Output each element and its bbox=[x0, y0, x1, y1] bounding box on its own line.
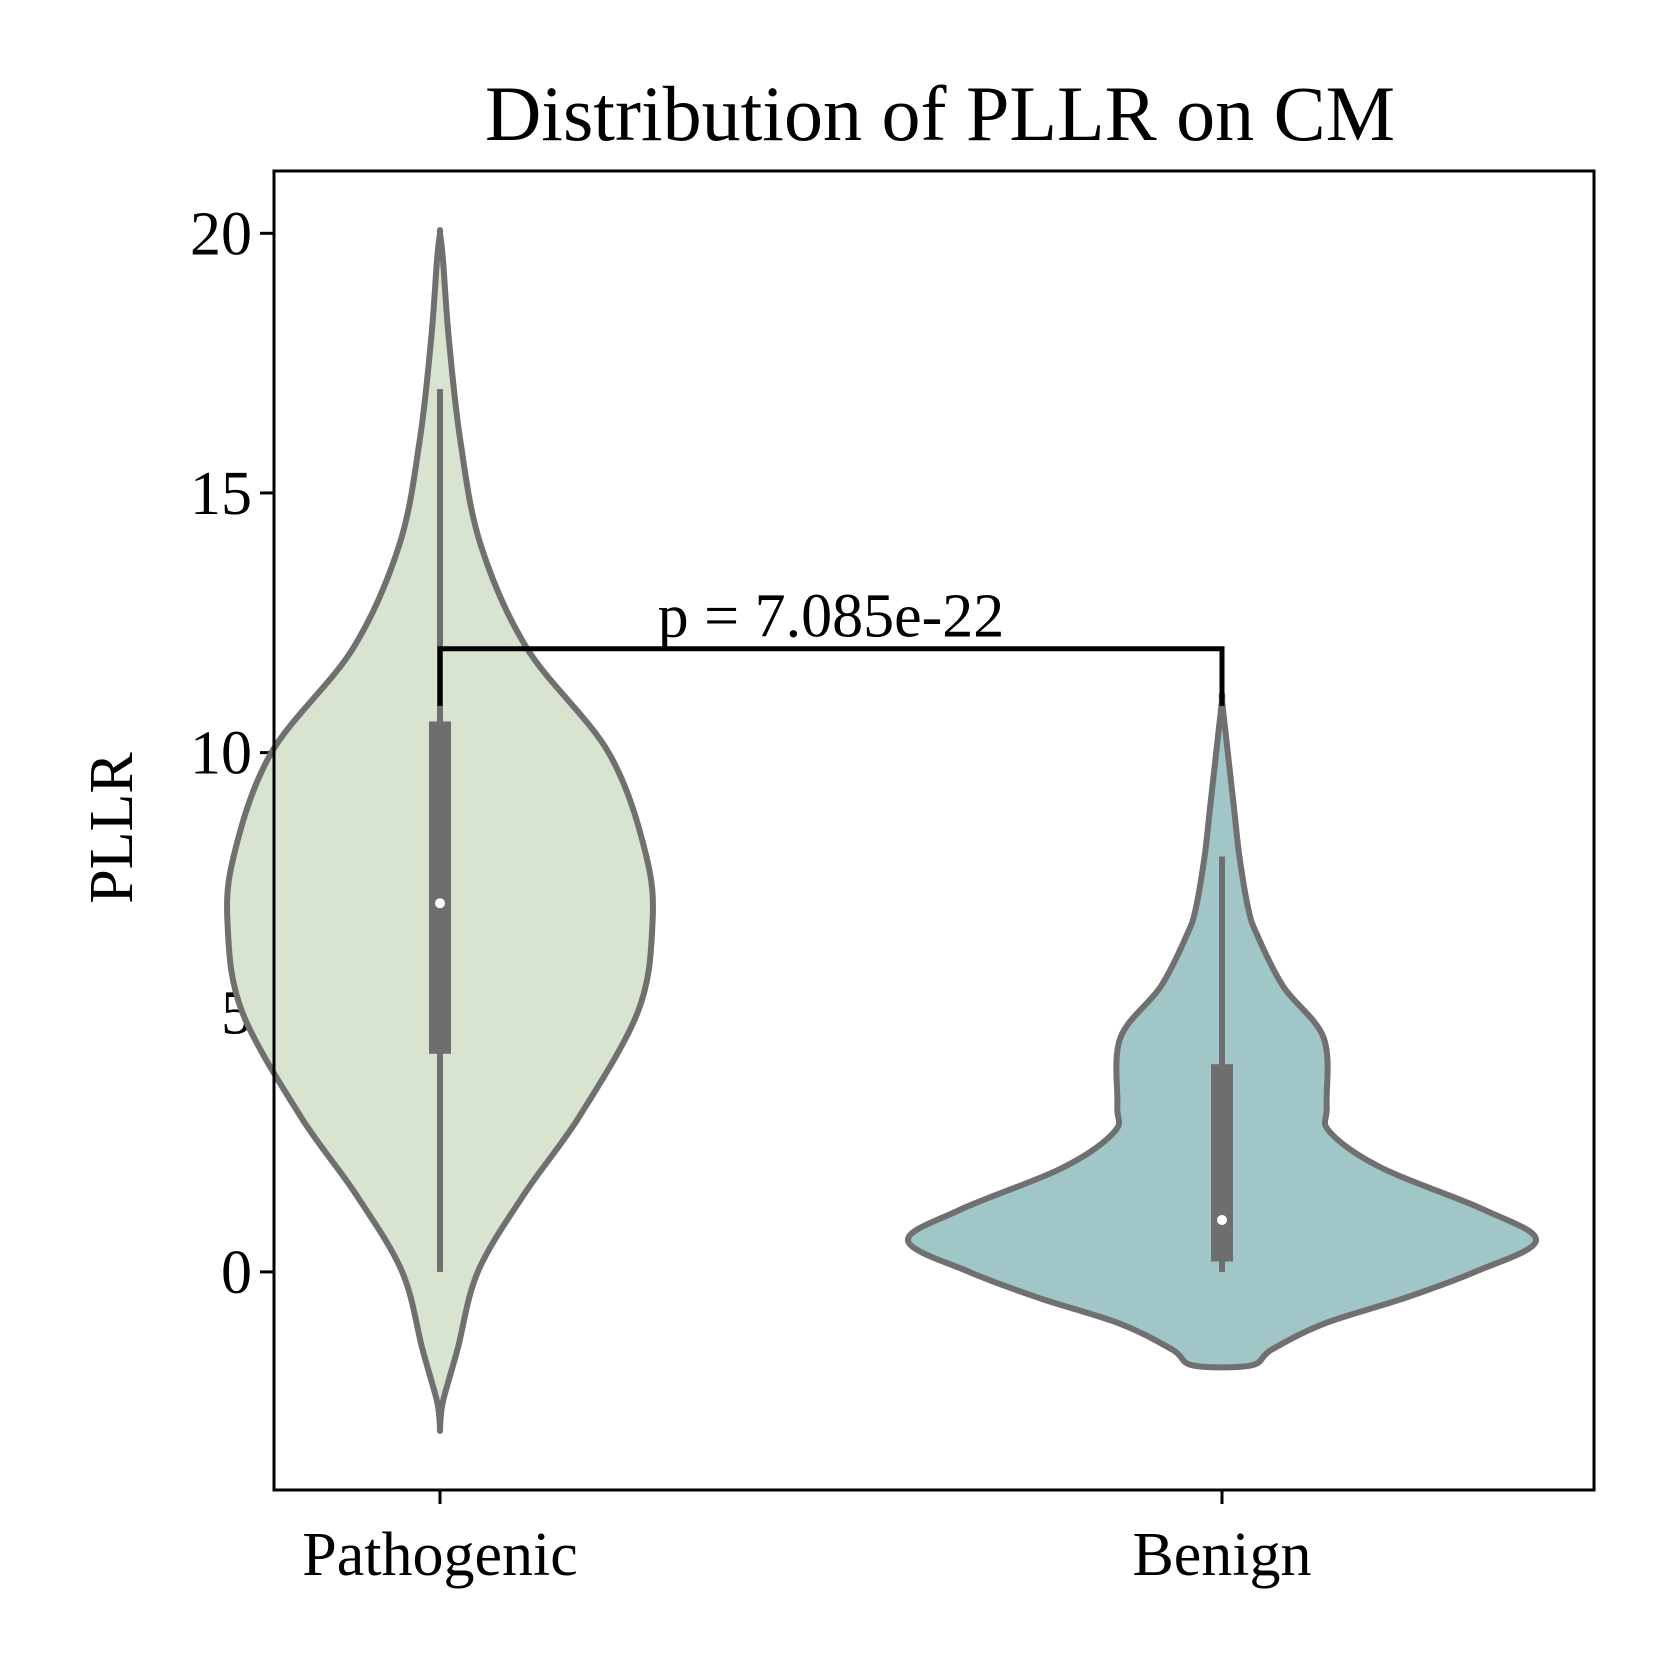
y-tick-label: 0 bbox=[221, 1239, 252, 1307]
iqr-box-benign bbox=[1211, 1064, 1233, 1262]
p-value-label: p = 7.085e-22 bbox=[658, 583, 1005, 651]
median-dot-pathogenic bbox=[435, 898, 445, 909]
chart-title: Distribution of PLLR on CM bbox=[485, 70, 1395, 157]
median-dot-benign bbox=[1217, 1214, 1227, 1225]
x-tick-label: Benign bbox=[1132, 1521, 1311, 1589]
y-tick-label: 10 bbox=[190, 720, 252, 788]
y-axis-label: PLLR bbox=[78, 752, 146, 904]
x-tick-label: Pathogenic bbox=[302, 1521, 578, 1589]
plot-frame bbox=[272, 169, 1596, 1492]
y-tick-label: 20 bbox=[190, 200, 252, 268]
y-tick-label: 15 bbox=[190, 460, 252, 528]
iqr-box-pathogenic bbox=[429, 721, 451, 1054]
significance-bracket bbox=[437, 646, 1225, 706]
